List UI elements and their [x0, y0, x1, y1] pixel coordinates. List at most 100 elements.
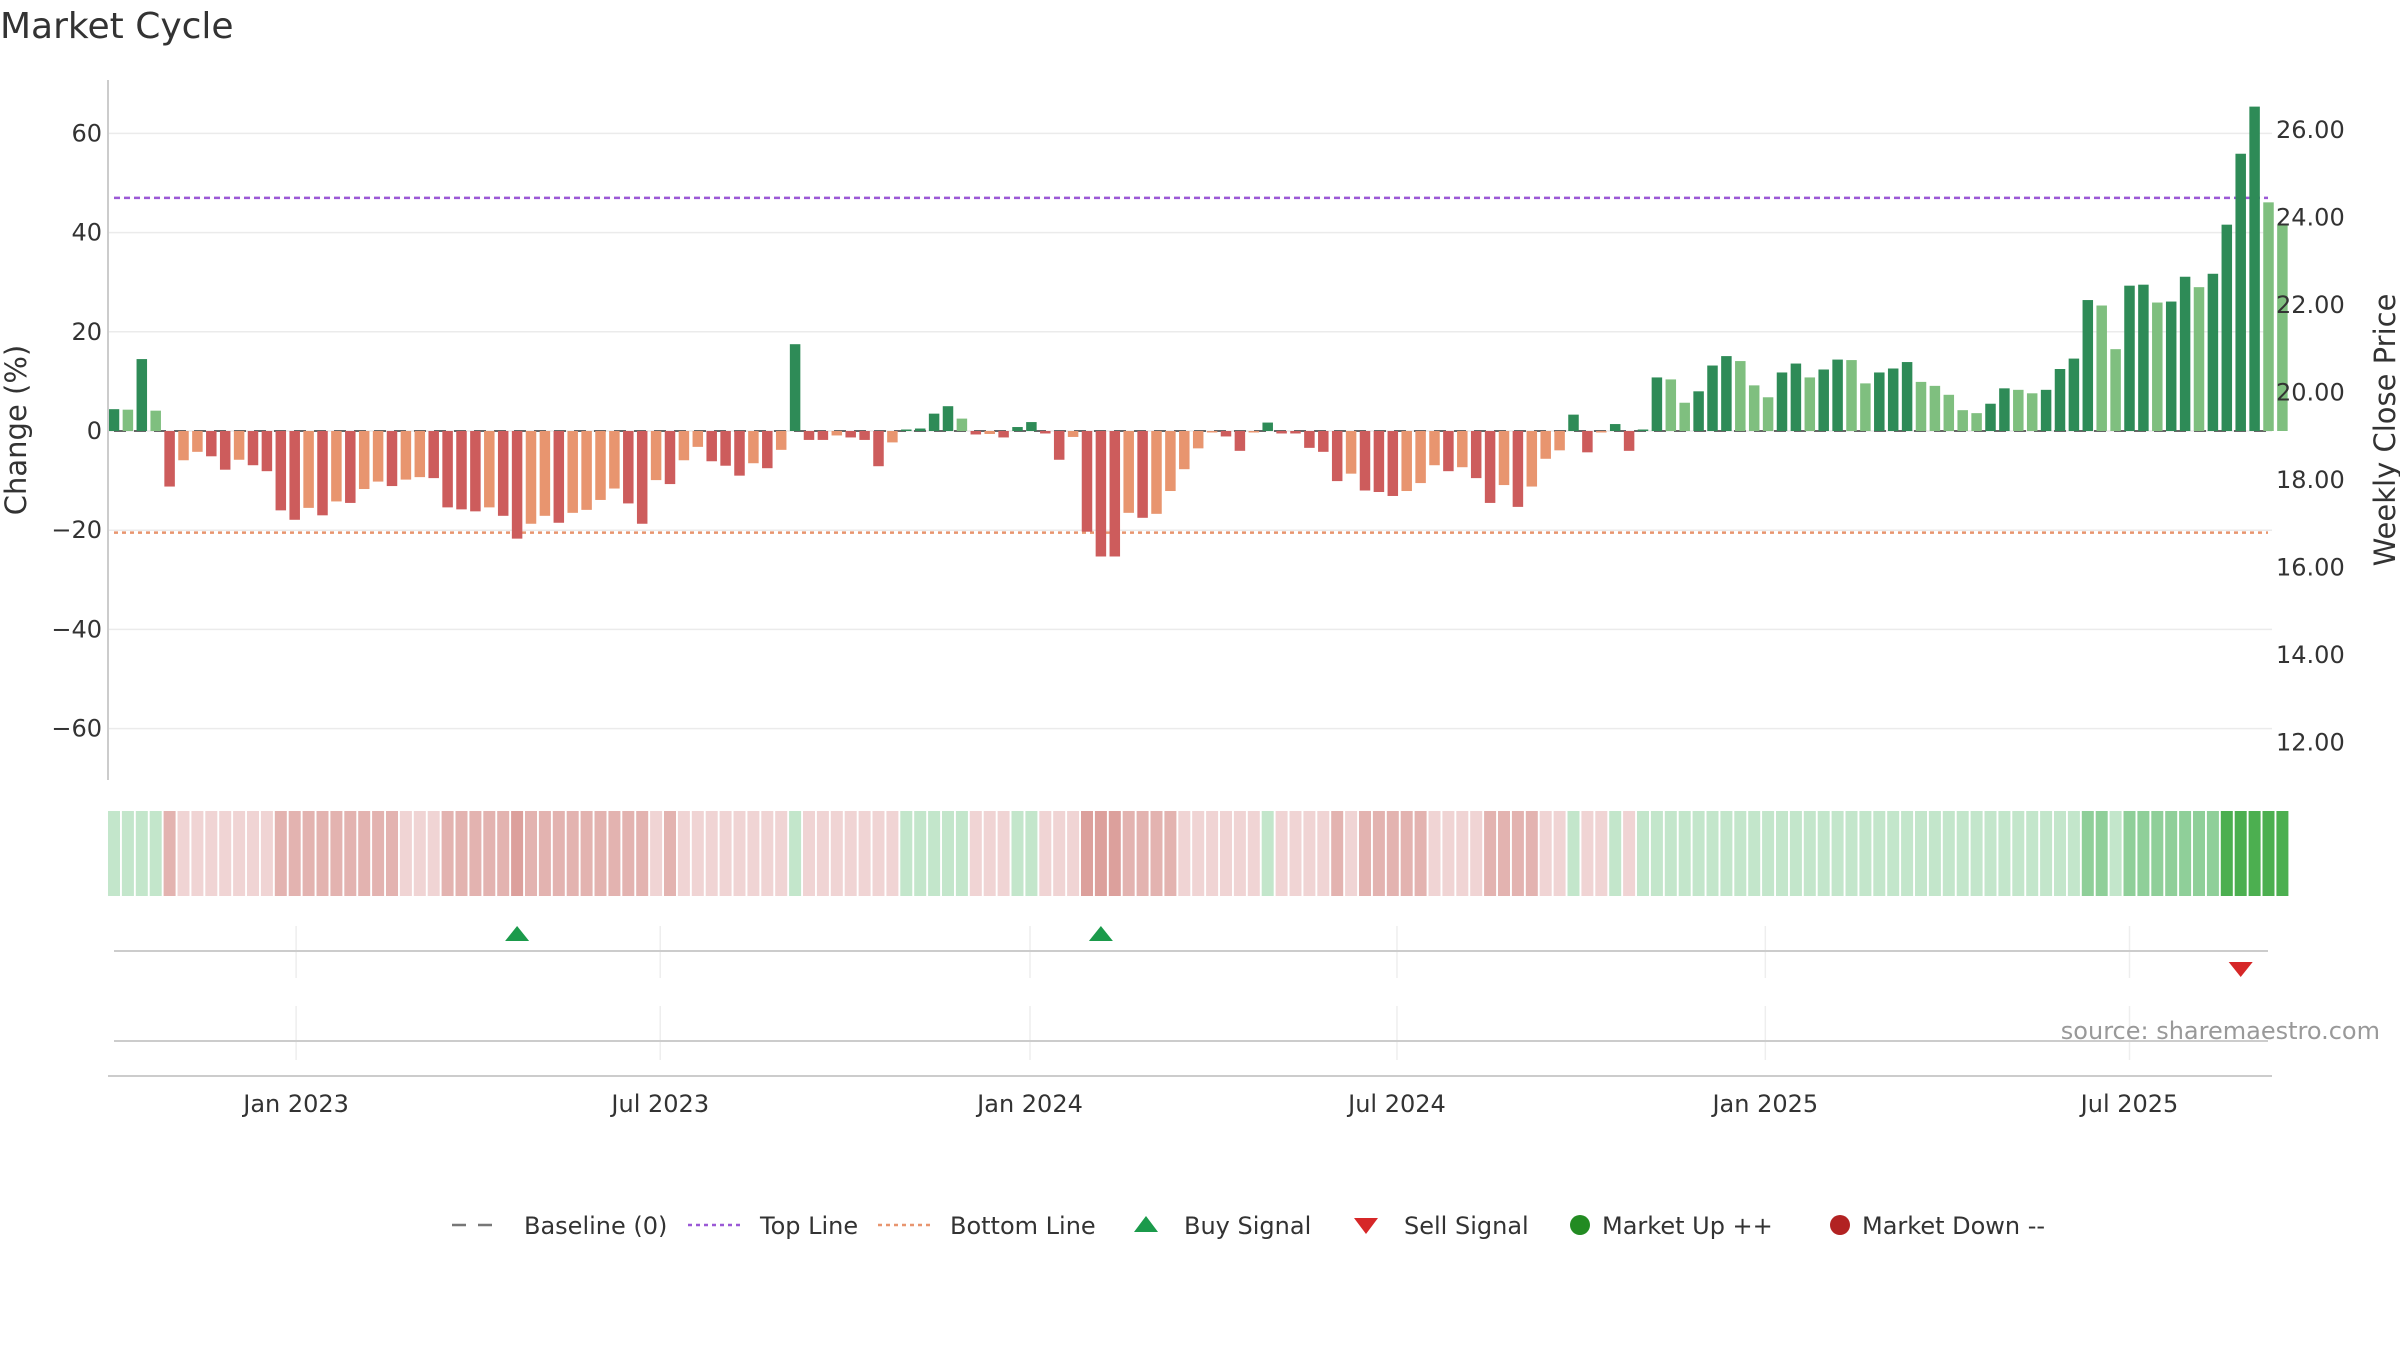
change-bar — [970, 431, 982, 435]
change-bar — [2026, 393, 2038, 431]
regime-strip — [108, 811, 2289, 896]
change-bar — [2013, 389, 2024, 431]
regime-cell — [608, 811, 621, 896]
change-bar — [817, 431, 829, 440]
change-bar — [609, 431, 620, 489]
y-left-tick-label: 60 — [71, 119, 102, 147]
regime-cell — [872, 811, 885, 896]
change-bar — [1123, 431, 1134, 513]
regime-cell — [1734, 811, 1747, 896]
change-bar — [831, 431, 843, 436]
change-bar — [2221, 224, 2233, 431]
change-bar — [2054, 369, 2066, 431]
regime-cell — [1901, 811, 1914, 896]
regime-cell — [1359, 811, 1371, 896]
regime-cell — [1067, 811, 1080, 896]
change-bar — [345, 431, 356, 503]
regime-cell — [538, 811, 551, 896]
regime-cell — [455, 811, 468, 896]
regime-cell — [719, 811, 732, 896]
change-bar — [1012, 427, 1023, 431]
regime-cell — [2248, 811, 2261, 896]
change-bar — [456, 431, 467, 510]
y-left-tick-label: 40 — [71, 219, 102, 247]
legend: Baseline (0) Top Line Bottom Line Buy Signa… — [452, 1212, 2045, 1240]
regime-cell — [288, 811, 301, 896]
regime-cell — [1915, 811, 1927, 896]
regime-cell — [1803, 811, 1816, 896]
change-bar — [1540, 431, 1551, 459]
change-bar — [1693, 391, 1704, 431]
change-bar — [2040, 389, 2052, 431]
regime-cell — [386, 811, 398, 896]
regime-cell — [900, 811, 913, 896]
legend-label: Top Line — [759, 1212, 858, 1240]
regime-cell — [1637, 811, 1649, 896]
regime-cell — [1192, 811, 1205, 896]
change-bar — [775, 431, 787, 450]
regime-cell — [1275, 811, 1288, 896]
change-bar — [762, 431, 773, 469]
legend-item: Market Up ++ — [1570, 1212, 1773, 1240]
change-bar — [1067, 431, 1079, 437]
change-bar — [525, 431, 537, 524]
regime-cell — [747, 811, 760, 896]
regime-cell — [1011, 811, 1024, 896]
regime-cell — [1956, 811, 1969, 896]
change-bar — [1304, 431, 1315, 448]
change-bar — [1887, 368, 1899, 431]
regime-cell — [664, 811, 676, 896]
change-bar — [372, 431, 384, 482]
change-bar — [623, 431, 634, 504]
regime-cell — [1081, 811, 1093, 896]
regime-cell — [942, 811, 954, 896]
regime-cell — [858, 811, 871, 896]
change-bar — [386, 431, 398, 487]
regime-cell — [1762, 811, 1775, 896]
regime-cell — [2151, 811, 2164, 896]
regime-cell — [1984, 811, 1997, 896]
source-label: source: sharemaestro.com — [2061, 1017, 2380, 1045]
regime-cell — [691, 811, 704, 896]
regime-cell — [1456, 811, 1469, 896]
change-bar — [1596, 431, 1607, 433]
regime-cell — [1164, 811, 1177, 896]
change-bar — [1220, 431, 1232, 437]
regime-cell — [733, 811, 746, 896]
legend-label: Market Up ++ — [1602, 1212, 1773, 1240]
regime-cell — [1428, 811, 1441, 896]
x-tick-label: Jan 2024 — [975, 1090, 1083, 1118]
regime-cell — [1414, 811, 1427, 896]
regime-cell — [1247, 811, 1260, 896]
regime-cell — [344, 811, 357, 896]
change-bar — [650, 431, 662, 481]
change-bar — [247, 431, 259, 466]
change-bar — [1095, 431, 1107, 557]
change-bar — [1846, 360, 1857, 431]
regime-cell — [1525, 811, 1538, 896]
regime-cell — [260, 811, 273, 896]
regime-cell — [1776, 811, 1788, 896]
change-bar — [2165, 301, 2177, 431]
change-bar — [595, 431, 606, 500]
change-bar — [1735, 361, 1746, 431]
regime-cell — [1942, 811, 1955, 896]
regime-cell — [1108, 811, 1121, 896]
y-left-tick-label: −40 — [51, 615, 102, 643]
regime-cell — [928, 811, 941, 896]
change-bar — [539, 431, 551, 516]
regime-cell — [775, 811, 788, 896]
change-bar — [1443, 431, 1454, 472]
change-bar — [275, 431, 287, 511]
change-bar — [1415, 431, 1426, 484]
change-bar — [2096, 305, 2107, 431]
regime-cell — [761, 811, 774, 896]
y-right-tick-label: 12.00 — [2276, 729, 2345, 757]
change-bar — [1623, 431, 1635, 451]
change-bars — [108, 106, 2288, 557]
change-bar — [1901, 362, 1913, 431]
regime-cell — [302, 811, 315, 896]
regime-cell — [330, 811, 343, 896]
regime-cell — [1442, 811, 1455, 896]
